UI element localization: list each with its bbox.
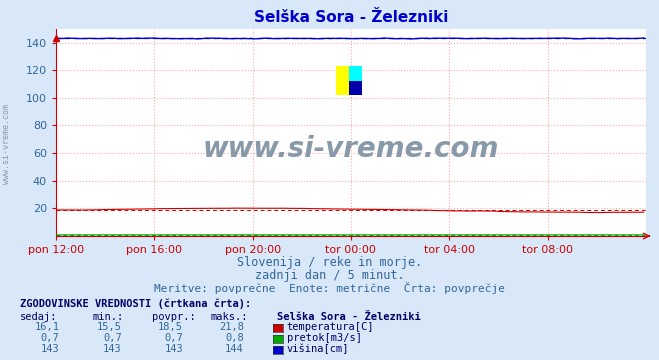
Text: www.si-vreme.com: www.si-vreme.com [203, 135, 499, 163]
Text: temperatura[C]: temperatura[C] [287, 323, 374, 333]
Text: 144: 144 [225, 344, 244, 354]
Text: Selška Sora - Železniki: Selška Sora - Železniki [277, 312, 420, 322]
Text: 21,8: 21,8 [219, 323, 244, 333]
Text: min.:: min.: [92, 312, 123, 322]
Text: višina[cm]: višina[cm] [287, 344, 349, 354]
Text: 143: 143 [41, 344, 59, 354]
Text: ZGODOVINSKE VREDNOSTI (črtkana črta):: ZGODOVINSKE VREDNOSTI (črtkana črta): [20, 298, 251, 309]
Text: 15,5: 15,5 [97, 323, 122, 333]
Text: 0,7: 0,7 [165, 333, 183, 343]
Text: Slovenija / reke in morje.: Slovenija / reke in morje. [237, 256, 422, 269]
Text: 16,1: 16,1 [34, 323, 59, 333]
Text: Meritve: povprečne  Enote: metrične  Črta: povprečje: Meritve: povprečne Enote: metrične Črta:… [154, 282, 505, 294]
Text: zadnji dan / 5 minut.: zadnji dan / 5 minut. [254, 269, 405, 282]
Text: 18,5: 18,5 [158, 323, 183, 333]
Text: maks.:: maks.: [211, 312, 248, 322]
Text: 0,7: 0,7 [41, 333, 59, 343]
Bar [336, 66, 349, 95]
Text: 143: 143 [103, 344, 122, 354]
Title: Selška Sora - Železniki: Selška Sora - Železniki [254, 10, 448, 25]
Text: 0,7: 0,7 [103, 333, 122, 343]
Bar [349, 66, 362, 81]
Text: 143: 143 [165, 344, 183, 354]
Text: povpr.:: povpr.: [152, 312, 195, 322]
Text: www.si-vreme.com: www.si-vreme.com [2, 104, 11, 184]
Bar [349, 81, 362, 95]
Text: sedaj:: sedaj: [20, 312, 57, 322]
Text: 0,8: 0,8 [225, 333, 244, 343]
Text: pretok[m3/s]: pretok[m3/s] [287, 333, 362, 343]
